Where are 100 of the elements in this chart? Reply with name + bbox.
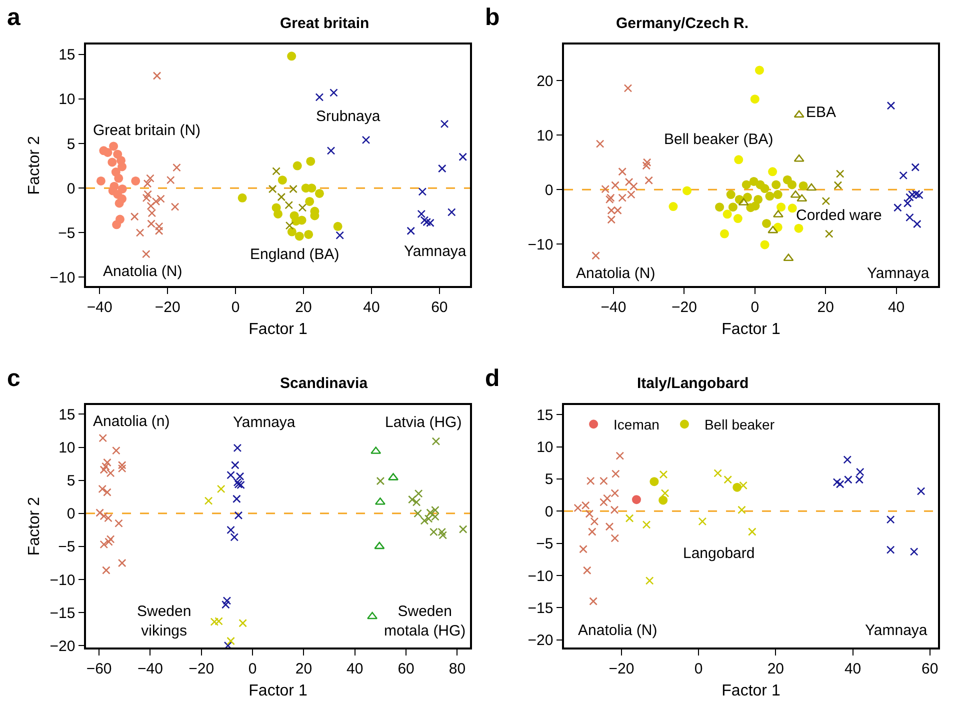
- point: [906, 213, 914, 222]
- annotation: England (BA): [250, 246, 340, 263]
- point: [233, 444, 242, 452]
- point: [738, 506, 746, 514]
- point: [772, 180, 781, 190]
- point: [98, 434, 108, 442]
- point: [458, 525, 468, 534]
- x-axis-title: Factor 1: [722, 321, 780, 338]
- point: [659, 470, 668, 479]
- point: [103, 458, 112, 467]
- point: [794, 110, 804, 118]
- x-tick-label: −20: [188, 660, 214, 678]
- point: [612, 470, 620, 478]
- point: [586, 476, 595, 486]
- point: [618, 194, 626, 202]
- point: [210, 618, 219, 626]
- point: [376, 476, 385, 486]
- x-tick-label: −40: [600, 298, 626, 316]
- point: [642, 161, 651, 170]
- point: [112, 446, 120, 455]
- point: [742, 180, 751, 190]
- point: [732, 482, 742, 492]
- point: [326, 146, 336, 155]
- point: [765, 192, 774, 201]
- point: [238, 193, 247, 202]
- point: [314, 188, 324, 198]
- point: [910, 548, 918, 556]
- point: [306, 156, 316, 166]
- point: [414, 509, 422, 518]
- chart-title: Great britain: [280, 15, 370, 32]
- point: [234, 480, 243, 488]
- point: [231, 460, 240, 470]
- x-tick-label: 20: [817, 298, 834, 316]
- point: [726, 190, 736, 200]
- point: [912, 190, 920, 198]
- y-tick-label: 5: [544, 471, 554, 488]
- y-tick-label: −20: [50, 638, 76, 655]
- point: [274, 209, 282, 218]
- point: [790, 190, 801, 198]
- point: [114, 174, 124, 183]
- x-tick-label: 0: [694, 660, 703, 678]
- annotation: Yamnaya: [867, 265, 930, 282]
- x-tick-label: 40: [363, 298, 380, 316]
- x-tick-label: 20: [767, 660, 784, 678]
- x-tick-label: 80: [448, 660, 466, 678]
- point: [625, 514, 634, 522]
- point: [230, 533, 239, 542]
- point: [100, 512, 108, 520]
- point: [102, 462, 110, 471]
- point: [616, 452, 624, 460]
- point: [154, 226, 164, 236]
- point: [836, 480, 844, 488]
- y-tick-label: 0: [66, 180, 76, 198]
- y-tick-label: −10: [528, 568, 554, 585]
- point: [606, 194, 615, 202]
- point: [773, 190, 782, 200]
- point: [226, 636, 235, 646]
- y-tick-label: 15: [58, 406, 76, 424]
- point: [102, 566, 110, 574]
- point: [734, 155, 744, 164]
- y-tick-label: 10: [58, 91, 76, 108]
- y-tick-label: 0: [66, 506, 76, 523]
- point: [108, 158, 117, 167]
- point: [605, 195, 614, 204]
- y-axis-title: Factor 2: [26, 496, 44, 556]
- annotation: EBA: [806, 104, 836, 121]
- point: [362, 136, 370, 144]
- point: [624, 84, 632, 92]
- point: [836, 170, 844, 178]
- point: [103, 148, 112, 157]
- point: [750, 94, 760, 104]
- point: [768, 226, 778, 234]
- point: [330, 88, 338, 97]
- point: [611, 181, 620, 190]
- x-tick-label: 0: [231, 298, 240, 316]
- point: [143, 179, 152, 188]
- point: [588, 528, 596, 536]
- point: [152, 72, 162, 80]
- x-tick-label: 0: [750, 298, 760, 316]
- point: [440, 120, 449, 128]
- point: [284, 200, 294, 210]
- x-axis-title: Factor 1: [722, 682, 780, 700]
- y-tick-label: 20: [536, 72, 554, 90]
- y-tick-label: 15: [58, 46, 76, 64]
- y-tick-label: 5: [66, 136, 76, 153]
- point: [903, 199, 912, 208]
- point: [762, 218, 772, 228]
- point: [420, 516, 429, 525]
- annotation: Corded ware: [796, 207, 882, 224]
- point: [650, 477, 659, 486]
- annotation: Langobard: [683, 545, 755, 562]
- point: [824, 230, 834, 238]
- point: [596, 140, 604, 148]
- point: [304, 230, 314, 239]
- point: [911, 163, 920, 172]
- point: [305, 196, 314, 206]
- point: [886, 546, 895, 554]
- point: [146, 202, 156, 210]
- point: [104, 538, 113, 546]
- legend-label: Bell beaker: [704, 416, 775, 433]
